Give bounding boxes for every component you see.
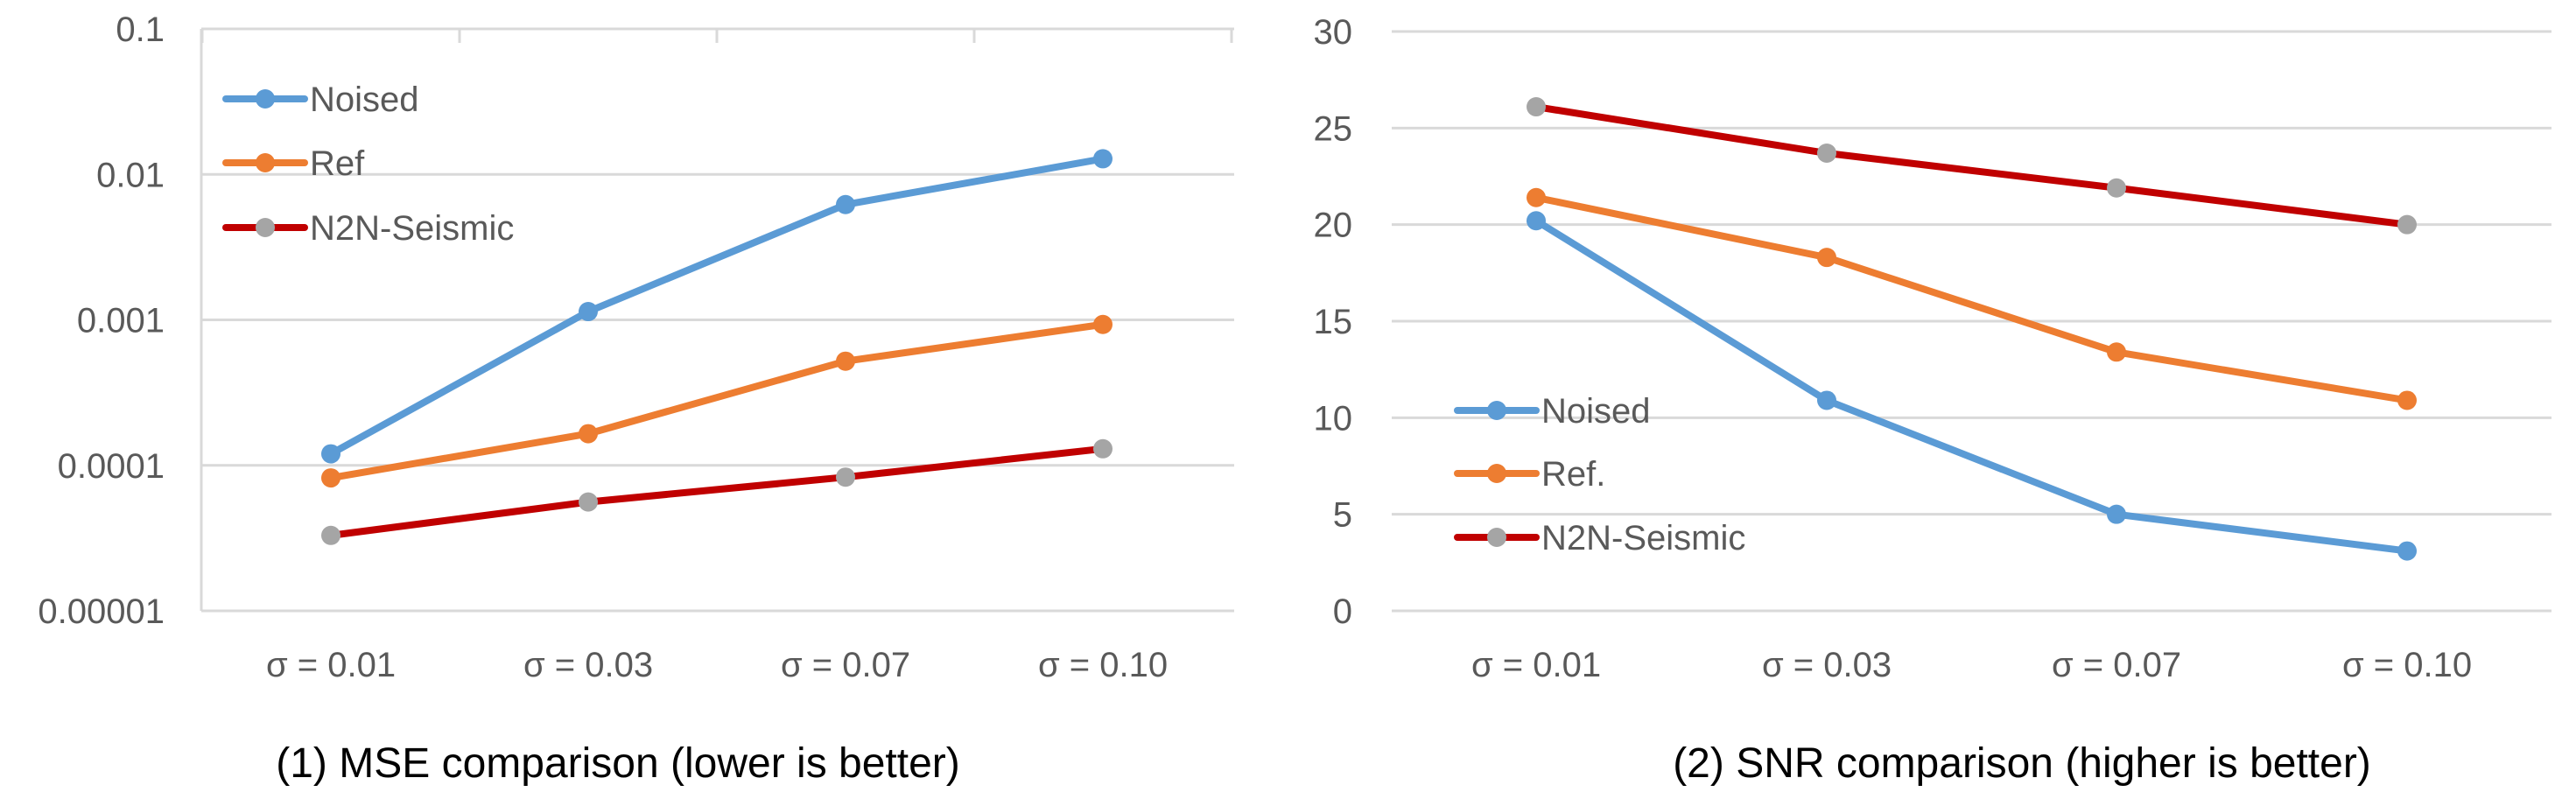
data-point (2107, 504, 2126, 524)
mse-chart: 0.00001 0.0001 0.001 0.01 0.1 σ = 0.01 σ = 0.0… (38, 11, 1234, 787)
y-tick-label: 30 (1314, 13, 1353, 52)
legend-label: N2N-Seismic (310, 209, 514, 248)
y-tick-label: 25 (1314, 109, 1353, 148)
data-point (836, 351, 855, 371)
data-point (579, 424, 598, 444)
x-tick-label: σ = 0.03 (523, 646, 653, 684)
chart-caption: (2) SNR comparison (higher is better) (1673, 740, 2371, 787)
data-point (321, 468, 340, 488)
data-point (579, 492, 598, 512)
y-tick-label: 15 (1314, 303, 1353, 341)
x-tick-label: σ = 0.10 (2342, 646, 2472, 684)
data-point (2107, 342, 2126, 362)
y-tick-label: 5 (1333, 496, 1352, 535)
legend-swatch-marker (1487, 528, 1506, 547)
x-tick-label: σ = 0.07 (2052, 646, 2181, 684)
legend-label: Ref (310, 144, 365, 183)
y-tick-label: 0.001 (77, 302, 165, 340)
x-tick-label: σ = 0.01 (266, 646, 396, 684)
data-point (2397, 541, 2417, 561)
series-line (327, 155, 1106, 458)
series-line (1533, 103, 2411, 228)
y-tick-label: 0.01 (96, 156, 165, 194)
data-point (1527, 97, 1546, 117)
data-point (2397, 390, 2417, 410)
legend-swatch-marker (1487, 464, 1506, 483)
y-tick-label: 0 (1333, 592, 1352, 631)
data-point (1093, 314, 1113, 334)
x-tick-label: σ = 0.01 (1471, 646, 1601, 684)
legend-label: Ref. (1541, 455, 1605, 494)
legend-swatch-marker (256, 218, 275, 237)
x-tick-label: σ = 0.03 (1762, 646, 1892, 684)
y-tick-label: 0.0001 (58, 447, 165, 486)
data-point (836, 467, 855, 487)
legend-swatch-marker (1487, 401, 1506, 420)
data-point (2397, 214, 2417, 235)
series-line (327, 320, 1106, 482)
data-point (2107, 178, 2126, 198)
series-line (1533, 193, 2411, 404)
data-point (1817, 248, 1836, 268)
y-tick-label: 10 (1314, 399, 1353, 438)
series-line (1533, 217, 2411, 555)
data-point (321, 525, 340, 545)
data-point (1093, 438, 1113, 459)
data-point (1527, 187, 1546, 207)
legend-swatch-marker (256, 89, 275, 109)
data-point (321, 444, 340, 464)
data-point (836, 194, 855, 214)
data-point (1093, 149, 1113, 169)
series-line (327, 445, 1106, 539)
data-point (579, 302, 598, 322)
x-tick-label: σ = 0.07 (781, 646, 910, 684)
y-tick-label: 0.00001 (38, 592, 165, 631)
legend-label: Noised (310, 81, 419, 119)
legend-label: N2N-Seismic (1541, 519, 1745, 557)
data-point (1817, 390, 1836, 410)
snr-chart: 0 5 10 15 20 25 30 σ = 0.01 σ = 0.03 σ = 0.07 σ = … (1314, 13, 2551, 787)
y-tick-label: 0.1 (116, 11, 165, 49)
data-point (1527, 211, 1546, 231)
legend-swatch-marker (256, 153, 275, 172)
legend-label: Noised (1541, 392, 1651, 431)
x-tick-label: σ = 0.10 (1038, 646, 1168, 684)
y-tick-label: 20 (1314, 207, 1353, 245)
data-point (1817, 144, 1836, 164)
chart-caption: (1) MSE comparison (lower is better) (276, 740, 960, 787)
